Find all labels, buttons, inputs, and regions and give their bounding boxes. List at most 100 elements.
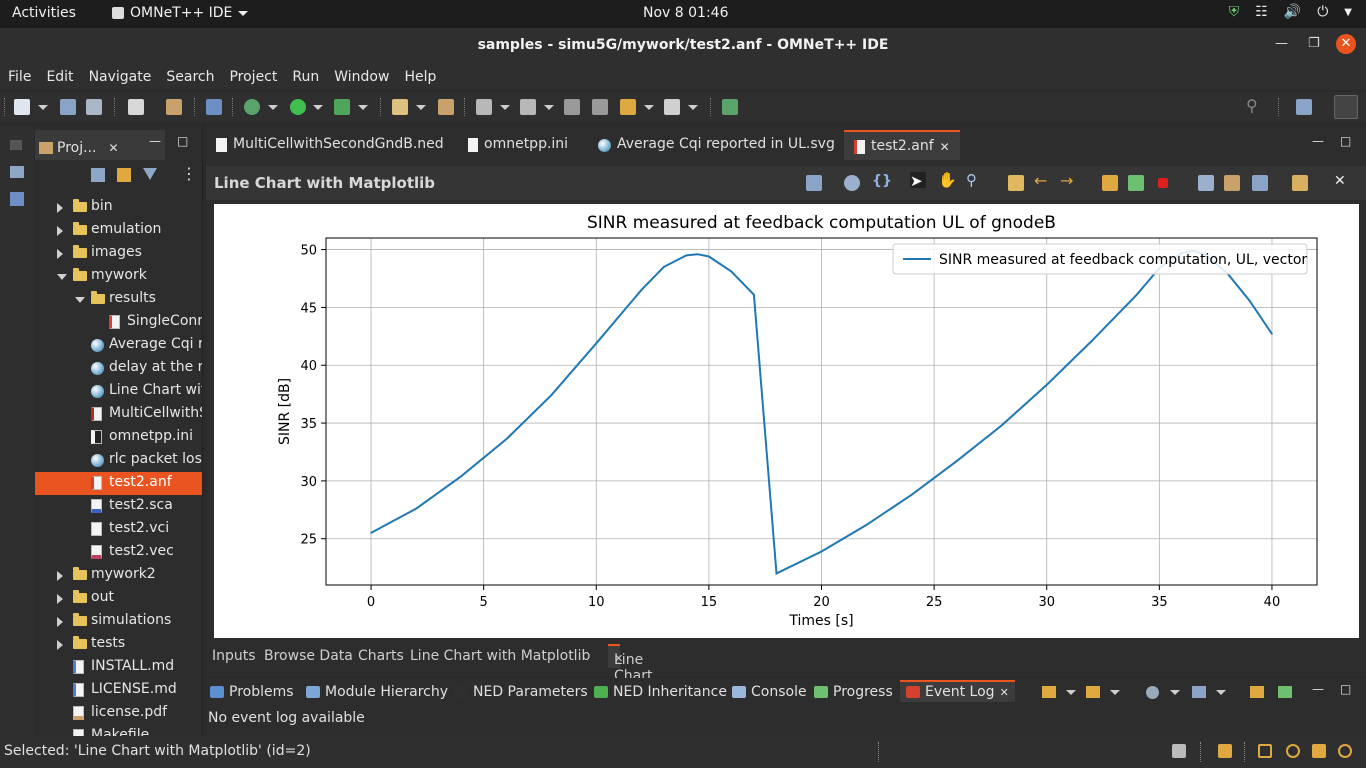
clock[interactable]: Nov 8 01:46 [643,5,729,21]
zoom-icon[interactable]: ⚲ [966,171,977,189]
tab-ned-file[interactable]: MultiCellwithSecondGndB.ned [206,130,454,160]
tree-item[interactable]: omnetpp.ini [35,426,202,449]
refresh-icon[interactable] [1102,175,1118,191]
tree-item[interactable]: emulation [35,219,202,242]
view-tab-ned-inheritance[interactable]: NED Inheritance [594,684,727,700]
tab-inputs[interactable]: Inputs [212,648,256,664]
chevron-down-icon[interactable] [1066,690,1076,695]
outline-icon[interactable] [10,166,24,178]
tree-item[interactable]: out [35,587,202,610]
gear-icon[interactable] [844,175,860,191]
tree-item[interactable]: LICENSE.md [35,679,202,702]
chevron-down-icon[interactable] [1110,690,1120,695]
menu-run[interactable]: Run [292,69,320,85]
tree-item[interactable]: rlc packet loss [35,449,202,472]
maximize-icon[interactable]: □ [177,134,189,148]
twisty-expanded-icon[interactable] [75,297,85,303]
tab-anf-file[interactable]: test2.anf ✕ [844,130,960,160]
copy-icon[interactable] [1198,175,1214,191]
maximize-icon[interactable]: ❐ [1308,36,1320,51]
twisty-collapsed-icon[interactable] [57,571,63,581]
tab-browse-data[interactable]: Browse Data [264,648,353,664]
view-menu-icon[interactable]: ⋮ [181,164,197,183]
minimize-icon[interactable]: — [1275,36,1288,51]
power-icon[interactable]: ⏻ [1317,4,1329,20]
minimize-icon[interactable]: — [1312,134,1324,148]
filter-icon[interactable] [1042,686,1056,698]
display-icon[interactable] [1192,686,1206,698]
back-edit-icon[interactable] [564,99,580,115]
forward-arrow-icon[interactable] [664,99,680,115]
export-image-icon[interactable] [1224,175,1240,191]
search-icon[interactable]: ⚲ [1246,96,1258,115]
view-tab-module-hierarchy[interactable]: Module Hierarchy [306,684,448,700]
collapse-all-icon[interactable] [91,168,105,182]
app-menu[interactable]: OMNeT++ IDE [112,5,249,21]
twisty-collapsed-icon[interactable] [57,249,63,259]
maximize-icon[interactable]: □ [1340,682,1352,696]
save-icon[interactable] [806,175,822,191]
globe-icon[interactable] [1338,744,1352,758]
volume-icon[interactable]: 🔊 [1283,4,1302,20]
pan-hand-icon[interactable]: ✋ [938,171,957,189]
omnet-perspective-icon[interactable] [1334,95,1358,119]
tree-item[interactable]: mywork [35,265,202,288]
tree-item[interactable]: bin [35,196,202,219]
filter-icon[interactable] [1086,686,1100,698]
edit-icon[interactable] [520,99,536,115]
view-tab-progress[interactable]: Progress [814,684,893,700]
tree-item[interactable]: results [35,288,202,311]
twisty-collapsed-icon[interactable] [57,203,63,213]
chevron-down-icon[interactable] [313,105,323,110]
tree-item[interactable]: Makefile [35,725,202,736]
back-arrow-icon[interactable]: ← [1034,171,1048,190]
shield-icon[interactable]: ⛨ [1228,4,1240,20]
menu-search[interactable]: Search [166,69,215,85]
close-icon[interactable]: ✕ [999,685,1009,699]
progress-icon[interactable] [1218,744,1232,758]
tree-item[interactable]: Line Chart wit [35,380,202,403]
tab-charts[interactable]: Charts [358,648,404,664]
link-editor-icon[interactable] [117,168,131,182]
tree-item[interactable]: delay at the rl [35,357,202,380]
menu-navigate[interactable]: Navigate [88,69,152,85]
forward-arrow-icon[interactable]: → [1060,171,1074,190]
tree-item[interactable]: Average Cqi re [35,334,202,357]
tree-item[interactable]: test2.anf [35,472,202,495]
view-tab-event-log[interactable]: Event Log ✕ [900,680,1015,702]
close-icon[interactable]: ✕ [108,141,119,155]
new-icon[interactable] [14,99,30,115]
code-icon[interactable]: {} [872,173,892,189]
book-icon[interactable] [1258,744,1272,758]
maximize-icon[interactable]: □ [1340,134,1352,148]
menu-window[interactable]: Window [334,69,390,85]
tutorial-icon[interactable] [1312,744,1326,758]
chevron-down-icon[interactable] [688,105,698,110]
minimize-icon[interactable]: — [149,134,161,148]
chevron-down-icon[interactable]: ▼ [1344,7,1352,18]
open-type-icon[interactable] [166,99,182,115]
chevron-down-icon[interactable] [268,105,278,110]
save-all-icon[interactable] [86,99,102,115]
tree-item[interactable]: MultiCellwithS [35,403,202,426]
tab-chart-active[interactable]: Line Chart with Matplotlib ✕ [608,644,684,716]
twisty-collapsed-icon[interactable] [57,617,63,627]
pointer-icon[interactable]: ➤ [910,172,926,190]
close-icon[interactable]: ✕ [1334,173,1346,189]
menu-file[interactable]: File [8,69,32,85]
close-icon[interactable]: ✕ [614,652,624,665]
menu-help[interactable]: Help [404,69,437,85]
tab-svg-file[interactable]: Average Cqi reported in UL.svg [588,130,845,160]
tree-item[interactable]: INSTALL.md [35,656,202,679]
filter-icon[interactable] [143,168,157,180]
debug-icon[interactable] [244,99,260,115]
pin-icon[interactable] [1278,686,1292,698]
tab-ini-file[interactable]: omnetpp.ini [458,130,578,160]
tab-chart-page[interactable]: Line Chart with Matplotlib [410,648,591,664]
tree-item[interactable]: tests [35,633,202,656]
network-icon[interactable]: ☷ [1255,4,1268,20]
chevron-down-icon[interactable] [38,105,48,110]
activities-button[interactable]: Activities [12,5,76,21]
annotation-icon[interactable] [476,99,492,115]
run-icon[interactable] [290,99,306,115]
